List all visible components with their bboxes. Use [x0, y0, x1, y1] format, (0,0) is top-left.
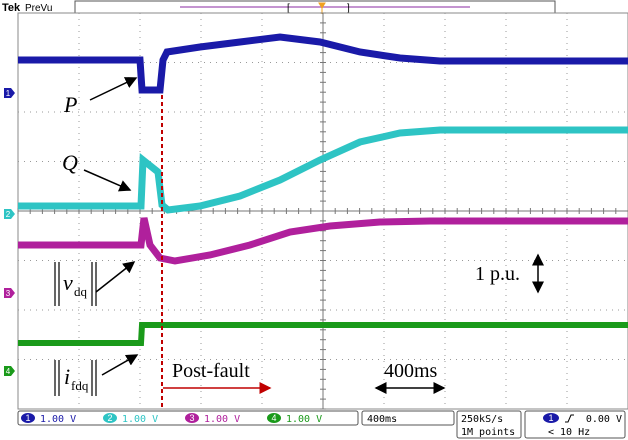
trigger-level: 0.00 V — [586, 414, 622, 425]
brand: Tek — [2, 2, 21, 14]
label-p: P — [63, 92, 77, 117]
channel-number: 4 — [271, 413, 276, 423]
mode: PreVu — [25, 3, 52, 14]
bracket: [ — [287, 3, 290, 14]
channel-marker-number: 1 — [6, 89, 11, 98]
label-time: 400ms — [384, 360, 438, 382]
label-q: Q — [62, 150, 78, 175]
v-symbol: v — [63, 270, 73, 295]
channel-scale: 1.00 V — [204, 414, 240, 425]
bracket: ] — [347, 3, 350, 14]
channel-scale: 1.00 V — [40, 414, 76, 425]
channel-number: 1 — [25, 413, 30, 423]
trigger-channel: 1 — [548, 413, 553, 423]
channel-number: 3 — [189, 413, 194, 423]
channel-marker-number: 4 — [6, 367, 11, 376]
timebase: 400ms — [367, 414, 397, 425]
i-subscript: fdq — [71, 378, 89, 393]
v-arrow — [96, 262, 134, 292]
label-i: i fdq — [55, 360, 96, 396]
label-fault: Post-fault — [172, 360, 250, 382]
i-symbol: i — [64, 364, 70, 389]
status-bar: 400ms 250kS/s 1M points 1 0.00 V < 10 Hz… — [18, 411, 625, 438]
filter: < 10 Hz — [548, 427, 590, 438]
channel-scale: 1.00 V — [122, 414, 158, 425]
graticule — [18, 13, 628, 409]
channel-markers: 1 2 3 4 — [4, 88, 15, 376]
record-length: 1M points — [461, 427, 515, 438]
channel-marker-number: 2 — [6, 210, 11, 219]
i-arrow — [102, 355, 137, 375]
channel-scale: 1.00 V — [286, 414, 322, 425]
label-v: v dq — [55, 262, 96, 306]
channel-marker-number: 3 — [6, 289, 11, 298]
label-pu: 1 p.u. — [475, 263, 520, 285]
q-arrow — [84, 170, 130, 190]
sample-rate: 250kS/s — [461, 414, 503, 425]
channel-number: 2 — [107, 413, 112, 423]
p-arrow — [90, 78, 136, 100]
v-subscript: dq — [74, 284, 88, 299]
scope-screen: Tek PreVu [ ] 1 2 3 4 P Q v dq i fdq 1 p.u. — [0, 0, 628, 440]
